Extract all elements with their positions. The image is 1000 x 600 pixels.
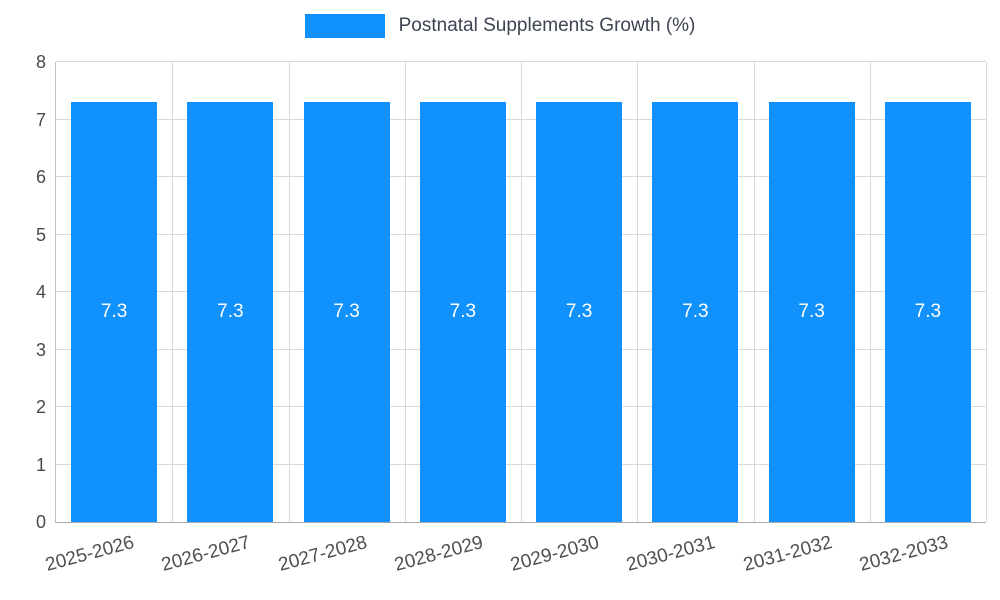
chart-legend[interactable]: Postnatal Supplements Growth (%)	[0, 14, 1000, 38]
y-tick-label: 3	[35, 339, 46, 360]
bar-value-label: 7.3	[333, 301, 360, 323]
bar-value-label: 7.3	[914, 301, 942, 323]
bar[interactable]: 7.3	[768, 102, 855, 522]
v-gridline	[521, 62, 522, 522]
y-tick-label: 7	[35, 109, 46, 130]
bar-slot: 7.3	[637, 62, 753, 522]
bar-value-label: 7.3	[798, 301, 825, 323]
bar-slot: 7.3	[870, 62, 986, 522]
v-gridline	[869, 62, 871, 522]
x-axis-labels: 2025-2026 2026-2027 2027-2028 2028-2029 2029…	[43, 522, 986, 592]
x-tick-label: 2027-2028	[275, 532, 370, 576]
v-gridline	[404, 62, 406, 522]
bar[interactable]: 7.3	[303, 102, 390, 522]
bar-slot: 7.3	[172, 62, 288, 522]
bars: 7.3 7.3 7.3 7.3 7.3 7.3 7.3 7.3	[56, 62, 986, 522]
v-gridline	[172, 62, 174, 522]
bar-value-label: 7.3	[100, 301, 128, 323]
bar[interactable]: 7.3	[419, 102, 506, 522]
y-tick-label: 4	[35, 282, 46, 302]
v-gridline	[288, 62, 290, 522]
x-tick-label: 2031-2032	[740, 532, 835, 576]
chart-title: Postnatal Supplements Growth (%)	[398, 15, 696, 36]
x-tick-label: 2030-2031	[624, 532, 718, 576]
bar[interactable]: 7.3	[536, 102, 623, 522]
v-gridline	[637, 62, 639, 522]
h-gridline	[56, 61, 986, 62]
bar[interactable]: 7.3	[71, 102, 158, 522]
gridlines	[56, 61, 987, 522]
bar-value-label: 7.3	[682, 301, 709, 323]
bar[interactable]: 7.3	[652, 102, 739, 522]
v-gridline	[986, 62, 987, 522]
bar-slot: 7.3	[56, 62, 172, 522]
x-tick-label: 2028-2029	[392, 532, 486, 576]
bar-slot: 7.3	[289, 62, 405, 522]
bar-slot: 7.3	[405, 62, 521, 522]
y-tick-label: 6	[35, 167, 46, 187]
bar-value-label: 7.3	[217, 301, 244, 323]
x-tick-label: 2029-2030	[508, 532, 602, 576]
legend-swatch	[304, 14, 385, 38]
y-tick-label: 0	[35, 512, 46, 532]
v-gridline	[753, 62, 755, 522]
bar-value-label: 7.3	[449, 301, 477, 323]
x-tick-label: 2026-2027	[159, 532, 253, 576]
y-tick-label: 1	[35, 454, 46, 475]
x-tick-label: 2032-2033	[857, 532, 951, 576]
bar-value-label: 7.3	[565, 301, 593, 323]
bar[interactable]: 7.3	[884, 102, 971, 522]
y-tick-label: 5	[35, 224, 46, 245]
bar[interactable]: 7.3	[187, 102, 274, 522]
x-tick-label: 2025-2026	[43, 532, 137, 576]
y-tick-label: 8	[35, 52, 46, 72]
bar-slot: 7.3	[754, 62, 870, 522]
y-tick-label: 2	[35, 397, 46, 417]
plot-area: 7.3 7.3 7.3 7.3 7.3 7.3 7.3 7.3 0 1 2 3 4 5 6 7 8 2025-…	[36, 53, 987, 576]
bar-slot: 7.3	[521, 62, 637, 522]
